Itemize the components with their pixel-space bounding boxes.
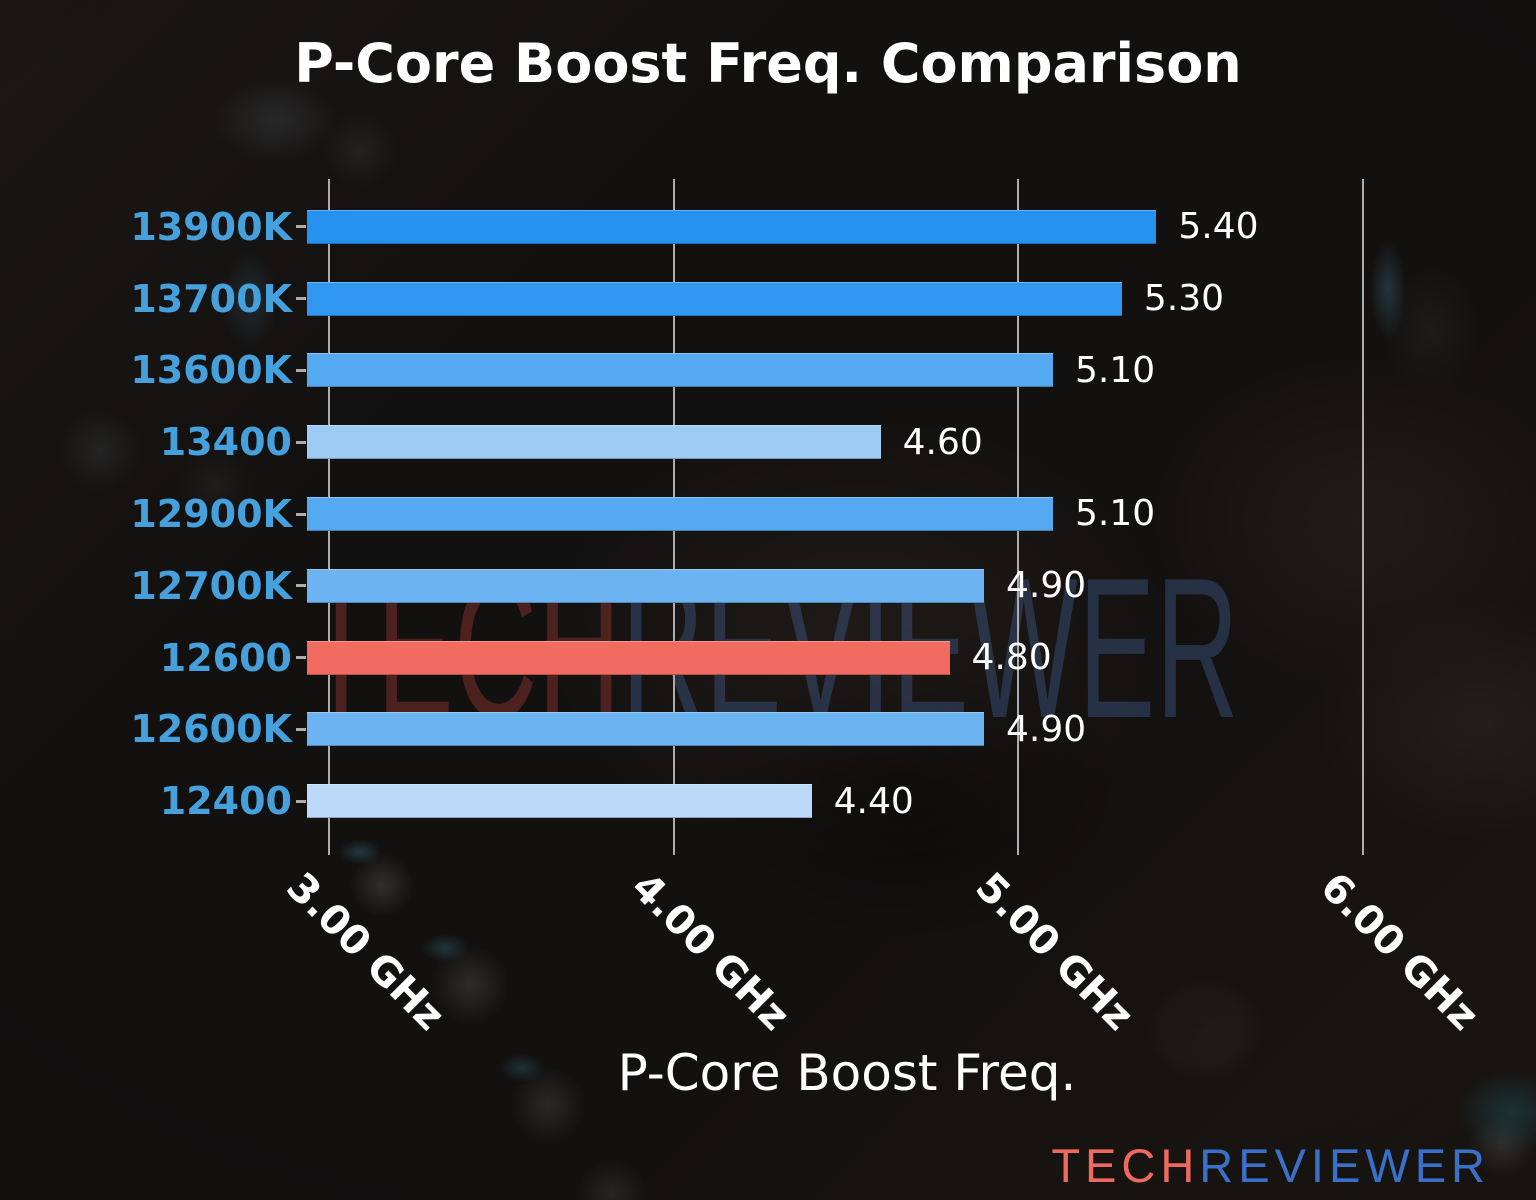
category-label-13400: 13400 xyxy=(159,420,292,465)
gridline-6.00-ghz xyxy=(1362,179,1365,839)
category-label-13900k: 13900K xyxy=(130,204,292,249)
value-label-13900k: 5.40 xyxy=(1178,206,1259,248)
y-tick-mark xyxy=(296,584,306,588)
y-tick-mark xyxy=(296,799,306,803)
category-label-13700k: 13700K xyxy=(130,276,292,321)
category-label-12600k: 12600K xyxy=(130,707,292,752)
bar-13900k xyxy=(307,209,1157,244)
y-tick-mark xyxy=(296,727,306,731)
bar-13600k xyxy=(307,353,1053,388)
value-label-13700k: 5.30 xyxy=(1143,278,1225,320)
bar-12700k xyxy=(307,568,985,603)
bar-12600k xyxy=(307,712,985,747)
bar-13400 xyxy=(307,425,881,460)
x-tick-mark xyxy=(1362,839,1365,855)
y-tick-mark xyxy=(296,297,306,301)
value-label-12600k: 4.90 xyxy=(1006,708,1087,750)
x-tick-mark xyxy=(328,839,331,855)
x-tick-mark xyxy=(672,839,675,855)
value-label-13400: 4.60 xyxy=(902,421,983,463)
y-tick-mark xyxy=(296,440,306,444)
logo-reviewer: REVIEWER xyxy=(1199,1139,1490,1192)
value-label-12600: 4.80 xyxy=(971,637,1052,679)
bar-12900k xyxy=(307,497,1053,531)
y-tick-mark xyxy=(296,225,306,229)
category-label-12600: 12600 xyxy=(159,635,292,680)
y-tick-mark xyxy=(296,368,306,372)
bar-12400 xyxy=(307,784,812,819)
category-label-13600k: 13600K xyxy=(130,348,292,393)
x-tick-mark xyxy=(1017,839,1020,855)
category-label-12400: 12400 xyxy=(159,779,292,824)
value-label-12400: 4.40 xyxy=(833,780,914,822)
value-label-12700k: 4.90 xyxy=(1006,565,1087,607)
y-tick-mark xyxy=(296,512,306,516)
bar-13700k xyxy=(307,281,1122,316)
value-label-13600k: 5.10 xyxy=(1074,349,1156,391)
techreviewer-logo: TECHREVIEWER xyxy=(1051,1138,1490,1193)
chart-title: P-Core Boost Freq. Comparison xyxy=(294,32,1242,95)
logo-tech: TECH xyxy=(1051,1139,1200,1192)
value-label-12900k: 5.10 xyxy=(1074,493,1156,535)
category-label-12700k: 12700K xyxy=(130,563,292,608)
x-axis-title: P-Core Boost Freq. xyxy=(617,1044,1077,1102)
y-tick-mark xyxy=(296,656,306,660)
bar-12600 xyxy=(307,640,950,675)
category-label-12900k: 12900K xyxy=(130,491,292,536)
